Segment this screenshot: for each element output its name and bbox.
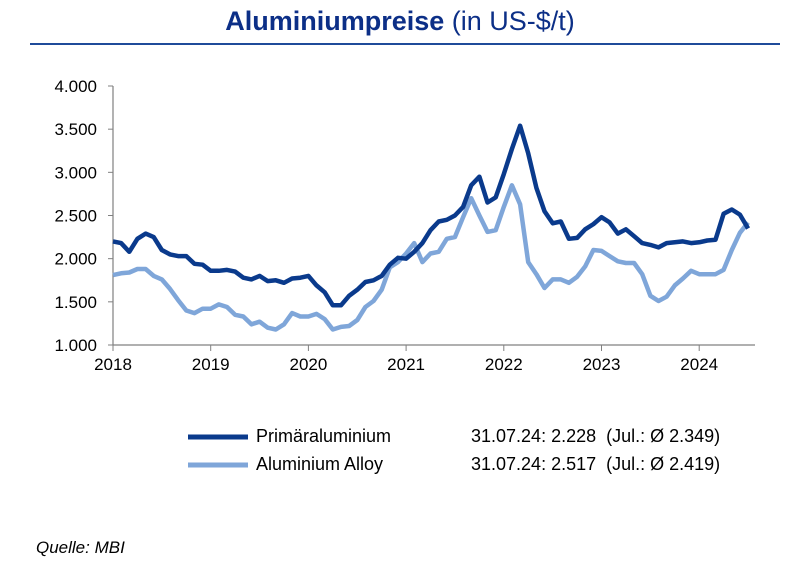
x-tick-label: 2018: [94, 355, 132, 374]
legend-annotation-alloy: 31.07.24: 2.517 (Jul.: Ø 2.419): [471, 454, 721, 474]
line-chart: 1.000 1.500 2.000 2.500 3.000 3.500 4.000 2018 2…: [54, 77, 755, 374]
source-note: Quelle: MBI: [36, 538, 125, 557]
y-tick-label: 4.000: [54, 77, 97, 96]
y-tick-label: 3.000: [54, 163, 97, 182]
x-tick-label: 2022: [485, 355, 523, 374]
x-tick-label: 2023: [583, 355, 621, 374]
title-rule: [30, 43, 780, 45]
y-tick-label: 1.500: [54, 293, 97, 312]
y-tick-label: 2.000: [54, 250, 97, 269]
chart-title: Aluminiumpreise (in US-$/t): [0, 6, 800, 37]
title-main: Aluminiumpreise: [225, 6, 445, 36]
title-unit: (in US-$/t): [451, 6, 575, 36]
legend-annotation-primary: 31.07.24: 2.228 (Jul.: Ø 2.349): [471, 426, 721, 446]
legend-label-primary: Primäraluminium: [256, 426, 392, 446]
series-line-primary: [112, 123, 751, 308]
x-tick-label: 2020: [289, 355, 327, 374]
y-tick-label: 2.500: [54, 207, 97, 226]
x-tick-label: 2021: [387, 355, 425, 374]
x-tick-label: 2019: [192, 355, 230, 374]
y-tick-label: 1.000: [54, 336, 97, 355]
x-tick-label: 2024: [680, 355, 718, 374]
series-line-alloy: [112, 183, 750, 332]
legend-label-alloy: Aluminium Alloy: [256, 454, 384, 474]
y-tick-label: 3.500: [54, 120, 97, 139]
